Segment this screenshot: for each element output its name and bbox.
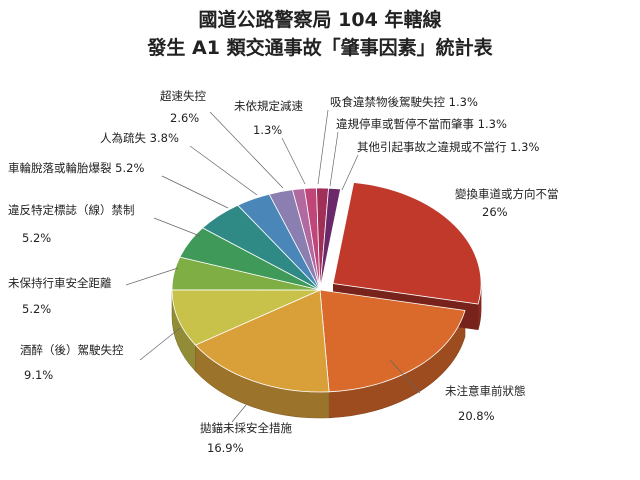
slice-name-label-5: 違反特定標誌（線）禁制 [8,203,135,217]
slice-name-label-1: 未注意車前狀態 [445,384,526,398]
leader-line-2 [231,404,247,423]
slice-label-11: 違規停車或暫停不當而肇事 1.3% [336,117,507,131]
leader-line-9 [281,137,306,185]
leader-line-4 [125,267,179,286]
pie-slice-0 [332,182,482,305]
slice-value-label-4: 5.2% [22,302,51,316]
slice-name-label-2: 拋錨未採安全措施 [200,421,292,435]
slice-value-label-5: 5.2% [22,231,51,245]
pie-slice-2 [194,289,330,393]
slice-value-label-2: 16.9% [207,441,244,455]
slice-value-label-0: 26% [482,205,508,219]
pie-top [171,182,482,393]
leader-line-8 [209,111,284,189]
slice-label-10: 吸食違禁物後駕駛失控 1.3% [330,95,478,109]
leader-line-5 [153,217,201,237]
leader-line-7 [189,145,258,196]
slice-label-6: 車輪脫落或輪胎爆裂 5.2% [8,161,144,175]
pie-labels: 變換車道或方向不當 26% 未注意車前狀態 20.8% 拋錨未採安全措施 16.9% 酒醉（… [8,89,559,455]
leader-line-1 [389,359,421,394]
slice-label-7: 人為疏失 3.8% [100,131,179,145]
leader-line-11 [329,131,339,187]
chart-title-line-2: 發生 A1 類交通事故「肇事因素」統計表 [147,37,493,59]
chart-title: 國道公路警察局 104 年轄線 發生 A1 類交通事故「肇事因素」統計表 [0,6,640,62]
pie-slice-12 [319,187,342,291]
slice-name-label-0: 變換車道或方向不當 [455,187,559,201]
slice-value-label-1: 20.8% [458,409,495,423]
chart-title-line-1: 國道公路警察局 104 年轄線 [198,9,442,31]
leader-line-10 [317,109,329,185]
slice-value-label-8: 2.6% [170,111,199,125]
pie-slice-3 [171,289,321,346]
slice-name-label-4: 未保持行車安全距離 [8,276,112,290]
slice-value-label-3: 9.1% [24,368,53,382]
leader-line-6 [161,175,229,209]
pie-slice-1 [319,289,466,393]
slice-value-label-9: 1.3% [253,123,282,137]
leader-line-3 [139,327,181,361]
slice-label-12: 其他引起事故之違規或不當行 1.3% [357,140,539,154]
slice-name-label-8: 超速失控 [160,89,206,103]
slice-name-label-3: 酒醉（後）駕駛失控 [20,343,124,357]
leader-line-12 [341,154,359,191]
slice-name-label-9: 未依規定減速 [234,99,303,113]
